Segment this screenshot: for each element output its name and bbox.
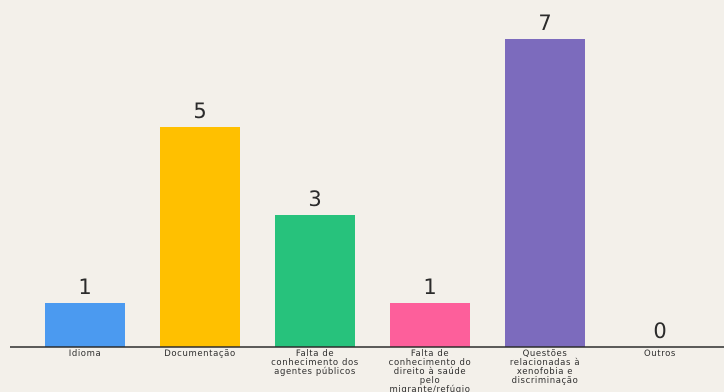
value-label-2: 3 — [308, 187, 321, 211]
value-label-0: 1 — [78, 275, 91, 299]
category-label-line: Documentação — [164, 349, 236, 359]
category-labels-group: Idioma Documentação Falta de conhecimento d… — [69, 349, 676, 392]
bars-group — [45, 39, 585, 347]
category-label-1: Documentação — [164, 349, 236, 359]
category-label-line: Falta de — [296, 349, 334, 359]
category-label-line: conhecimento dos — [271, 358, 359, 368]
category-label-line: migrante/refúgio — [389, 385, 470, 392]
category-label-line: Questões — [523, 349, 568, 359]
category-label-line: Falta de — [411, 349, 449, 359]
value-label-1: 5 — [193, 99, 206, 123]
bar-1 — [160, 127, 240, 347]
category-label-line: conhecimento do — [389, 358, 472, 368]
bar-2 — [275, 215, 355, 347]
category-label-5: Outros — [644, 349, 676, 359]
value-label-4: 7 — [538, 11, 551, 35]
value-label-5: 0 — [653, 319, 666, 343]
category-label-line: relacionadas à — [510, 358, 580, 368]
category-label-line: Idioma — [69, 349, 102, 359]
value-labels-group: 1 5 3 1 7 0 — [78, 11, 666, 343]
category-label-line: agentes públicos — [274, 367, 356, 377]
category-label-line: direito à saúde — [394, 367, 466, 377]
value-label-3: 1 — [423, 275, 436, 299]
category-label-line: xenofobia e — [517, 367, 573, 377]
category-label-line: discriminação — [512, 376, 579, 386]
category-label-line: Outros — [644, 349, 676, 359]
category-label-line: pelo — [420, 376, 441, 386]
category-label-4: Questões relacionadas à xenofobia e discrim… — [510, 349, 580, 386]
bar-0 — [45, 303, 125, 347]
bar-4 — [505, 39, 585, 347]
category-label-2: Falta de conhecimento dos agentes públicos — [271, 349, 359, 377]
category-label-0: Idioma — [69, 349, 102, 359]
bar-3 — [390, 303, 470, 347]
category-label-3: Falta de conhecimento do direito à saúde pe… — [389, 349, 472, 392]
